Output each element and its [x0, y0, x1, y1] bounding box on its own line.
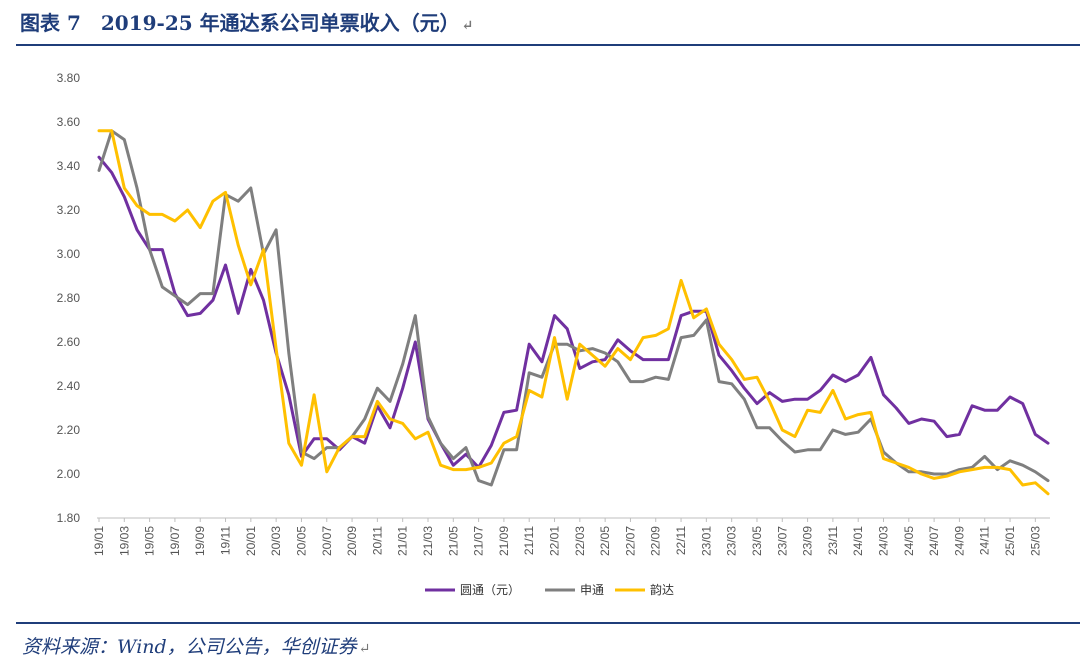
x-tick-label: 21/09 — [497, 526, 511, 556]
x-tick-label: 21/01 — [396, 526, 410, 556]
legend-label-1: 圆通（元） — [460, 583, 520, 597]
y-tick-label: 2.60 — [57, 335, 81, 349]
x-tick-label: 22/05 — [598, 526, 612, 556]
x-tick-label: 19/05 — [143, 526, 157, 556]
y-tick-label: 2.00 — [57, 467, 81, 481]
chart-axes: 3.80 3.60 3.40 3.20 3.00 2.80 2.60 2.40 2.20 2.00… — [57, 71, 1050, 556]
legend-label-2: 申通 — [580, 583, 604, 597]
series-line-2 — [97, 129, 1050, 487]
line-chart: 3.80 3.60 3.40 3.20 3.00 2.80 2.60 2.40 2.20 2.00… — [57, 71, 1050, 597]
x-tick-label: 23/11 — [826, 526, 840, 555]
x-tick-label: 19/09 — [193, 526, 207, 556]
x-tick-label: 21/07 — [472, 526, 486, 556]
x-tick-label: 20/05 — [294, 526, 308, 556]
x-tick-label: 25/03 — [1028, 526, 1042, 556]
x-tick-label: 21/03 — [421, 526, 435, 556]
legend-label-3: 韵达 — [650, 582, 674, 597]
x-tick-label: 22/01 — [548, 526, 562, 556]
x-tick-label: 20/11 — [370, 526, 384, 555]
y-tick-label: 2.40 — [57, 379, 81, 393]
series-line-3 — [97, 129, 1050, 496]
x-tick-label: 22/03 — [573, 526, 587, 556]
chart-legend: 圆通（元） 申通 韵达 — [425, 582, 674, 597]
y-tick-label: 2.80 — [57, 291, 81, 305]
x-tick-label: 23/07 — [775, 526, 789, 556]
y-tick-label: 3.00 — [57, 247, 81, 261]
chart-series — [97, 129, 1050, 496]
x-tick-label: 22/09 — [649, 526, 663, 556]
x-tick-label: 25/01 — [1003, 526, 1017, 556]
x-tick-label: 21/05 — [446, 526, 460, 556]
x-tick-label: 24/03 — [877, 526, 891, 556]
figure-title: 图表 7 2019-25 年通达系公司单票收入（元） ↵ — [20, 6, 473, 40]
x-tick-label: 22/11 — [674, 526, 688, 555]
x-tick-label: 24/01 — [851, 526, 865, 556]
x-tick-label: 22/07 — [623, 526, 637, 556]
return-mark: ↵ — [461, 18, 474, 34]
x-tick-label: 23/05 — [750, 526, 764, 556]
x-tick-label: 20/07 — [320, 526, 334, 556]
x-tick-label: 20/09 — [345, 526, 359, 556]
series-line-1 — [97, 155, 1050, 469]
figure-title-text: 图表 7 2019-25 年通达系公司单票收入（元） — [20, 11, 460, 35]
x-tick-label: 24/05 — [902, 526, 916, 556]
x-tick-label: 20/01 — [244, 526, 258, 556]
y-tick-label: 3.40 — [57, 159, 81, 173]
x-tick-label: 19/07 — [168, 526, 182, 556]
x-tick-label: 23/03 — [725, 526, 739, 556]
x-tick-label: 19/03 — [117, 526, 131, 556]
x-tick-label: 24/07 — [927, 526, 941, 556]
x-tick-label: 21/11 — [522, 526, 536, 555]
x-tick-label: 19/11 — [219, 526, 233, 555]
x-tick-label: 19/01 — [92, 526, 106, 556]
x-tick-label: 24/11 — [978, 526, 992, 555]
y-tick-label: 3.80 — [57, 71, 81, 85]
source-text: 资料来源：Wind，公司公告，华创证券 — [22, 636, 357, 658]
x-tick-label: 23/01 — [699, 526, 713, 556]
y-tick-label: 3.20 — [57, 203, 81, 217]
y-tick-label: 2.20 — [57, 423, 81, 437]
x-tick-label: 24/09 — [952, 526, 966, 556]
source-divider — [16, 622, 1080, 624]
y-tick-label: 3.60 — [57, 115, 81, 129]
title-divider — [16, 44, 1080, 46]
source-return-mark: ↵ — [358, 641, 371, 657]
x-tick-label: 23/09 — [801, 526, 815, 556]
x-tick-label: 20/03 — [269, 526, 283, 556]
y-tick-label: 1.80 — [57, 511, 81, 525]
source-note: 资料来源：Wind，公司公告，华创证券 ↵ — [22, 632, 370, 659]
